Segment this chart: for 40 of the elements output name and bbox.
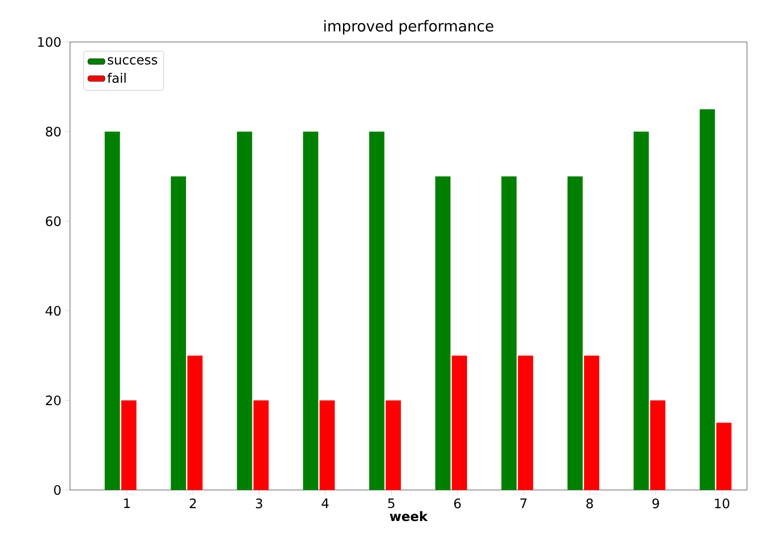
y-tick-label: 20 (46, 396, 61, 406)
legend-label: success (108, 57, 158, 65)
bar (187, 356, 203, 490)
x-tick-label: 4 (322, 498, 329, 508)
x-tick-label: 8 (586, 498, 593, 508)
bar (369, 132, 384, 490)
legend-label: fail (107, 72, 126, 83)
bar (700, 109, 715, 490)
bar (452, 356, 468, 490)
y-tick-label: 100 (38, 37, 61, 47)
y-tick-label: 0 (54, 485, 61, 495)
x-tick-label: 6 (454, 498, 461, 508)
bar (518, 356, 534, 490)
bar (303, 132, 318, 490)
bar (716, 422, 732, 490)
x-tick-label: 5 (388, 498, 394, 508)
bar (435, 176, 450, 490)
x-tick-label: 7 (520, 498, 527, 508)
bar (568, 176, 583, 490)
chart-title: improved performance (324, 20, 494, 34)
bar (236, 132, 252, 490)
bar (170, 176, 186, 490)
bar (501, 176, 517, 490)
y-tick-label: 40 (46, 306, 61, 316)
bar (634, 132, 649, 490)
x-tick-label: 1 (124, 498, 130, 508)
x-tick-label: 10 (715, 498, 730, 508)
bar (584, 356, 600, 490)
bar (386, 400, 401, 490)
bar (320, 400, 335, 490)
bar (104, 132, 120, 490)
x-tick-label: 2 (190, 498, 196, 508)
x-tick-label: 3 (256, 498, 262, 508)
y-tick-label: 60 (46, 216, 61, 226)
x-tick-label: 9 (652, 498, 659, 508)
bar (253, 400, 269, 490)
y-tick-label: 80 (46, 126, 61, 136)
bar (121, 400, 136, 490)
x-axis-title: week (390, 511, 428, 522)
bar (650, 400, 666, 490)
